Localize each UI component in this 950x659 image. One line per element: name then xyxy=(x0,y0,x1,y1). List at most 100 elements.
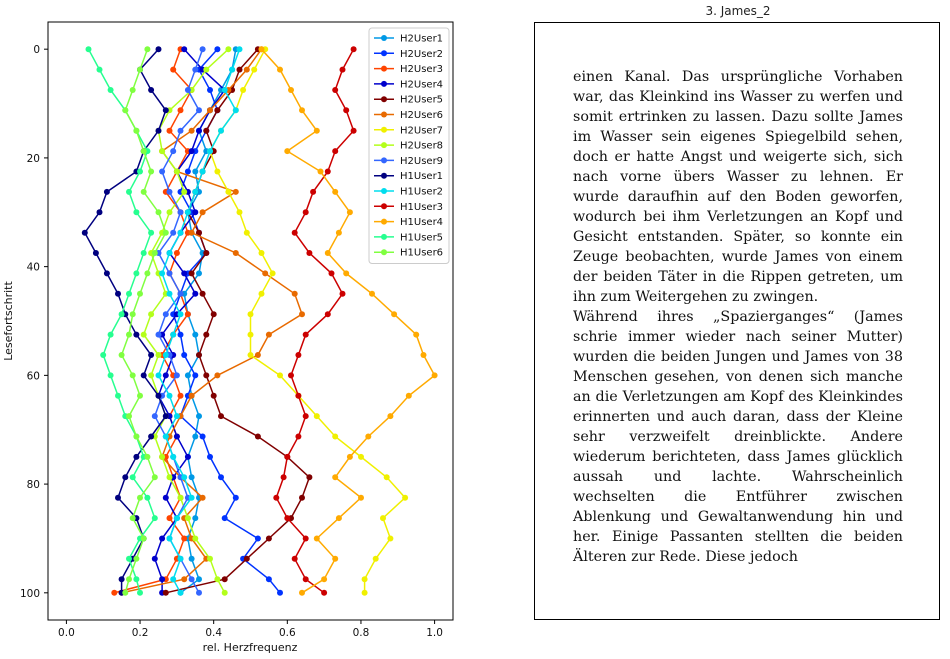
data-point xyxy=(247,352,254,358)
data-point xyxy=(170,453,177,460)
data-point xyxy=(232,250,239,256)
data-point xyxy=(103,270,110,277)
data-point xyxy=(302,413,309,420)
legend-entry: H1User6 xyxy=(374,248,443,259)
data-point xyxy=(140,250,147,256)
data-point xyxy=(177,107,184,114)
series-line xyxy=(87,48,156,593)
data-point xyxy=(188,555,195,562)
data-point xyxy=(92,250,99,256)
data-point xyxy=(339,66,346,73)
data-point xyxy=(162,107,169,114)
legend-label: H2User6 xyxy=(400,110,443,121)
data-point xyxy=(140,331,147,338)
legend-marker xyxy=(381,172,387,179)
data-point xyxy=(173,250,180,256)
data-point xyxy=(232,494,239,501)
data-point xyxy=(184,453,191,460)
x-tick-label: 0.6 xyxy=(279,627,296,639)
x-tick-label: 0.4 xyxy=(205,627,222,639)
data-point xyxy=(196,413,202,420)
data-point xyxy=(170,331,177,338)
data-point xyxy=(295,392,302,399)
data-point xyxy=(277,589,283,596)
data-point xyxy=(221,576,228,583)
data-point xyxy=(166,474,173,481)
data-point xyxy=(210,392,217,399)
data-point xyxy=(170,66,177,73)
data-point xyxy=(188,576,195,583)
data-point xyxy=(277,66,283,73)
data-point xyxy=(199,494,206,501)
data-point xyxy=(126,576,132,583)
data-point xyxy=(346,209,353,216)
x-axis-ticks: 0.0 0.2 0.4 0.6 0.8 1.0 xyxy=(58,620,443,639)
data-point xyxy=(225,188,232,195)
data-point xyxy=(166,392,173,399)
y-tick-label: 40 xyxy=(27,262,40,274)
data-point xyxy=(203,66,210,73)
data-point xyxy=(148,352,155,358)
data-point xyxy=(177,392,184,399)
data-point xyxy=(144,494,151,501)
legend-label: H1User3 xyxy=(400,202,443,213)
data-point xyxy=(173,168,180,175)
legend-marker xyxy=(381,249,387,256)
data-point xyxy=(358,494,364,501)
data-point xyxy=(107,87,114,93)
data-point xyxy=(155,372,162,379)
data-point xyxy=(262,270,269,277)
data-point xyxy=(210,311,217,318)
data-point xyxy=(380,515,386,522)
data-point xyxy=(273,494,280,501)
data-point xyxy=(288,87,294,93)
data-point xyxy=(177,229,184,236)
series-line xyxy=(260,48,436,594)
data-point xyxy=(299,107,305,114)
series-line xyxy=(114,48,193,594)
data-point xyxy=(133,127,140,134)
data-point xyxy=(177,290,184,297)
data-point xyxy=(181,46,188,53)
legend-label: H2User3 xyxy=(400,64,443,75)
data-point xyxy=(346,453,353,460)
legend-marker xyxy=(381,65,387,72)
data-point xyxy=(129,515,136,522)
data-point xyxy=(310,188,317,195)
data-point xyxy=(324,311,331,318)
data-point xyxy=(214,107,221,114)
data-point xyxy=(254,535,261,542)
data-point xyxy=(313,413,320,420)
data-point xyxy=(122,474,129,481)
data-point xyxy=(140,148,147,155)
data-point xyxy=(207,87,213,93)
legend-entry: H2User7 xyxy=(374,125,443,136)
data-point xyxy=(184,209,191,216)
series-line xyxy=(83,48,167,593)
data-point xyxy=(207,555,213,562)
data-point xyxy=(122,589,129,596)
data-point xyxy=(229,66,236,73)
legend-entry: H1User3 xyxy=(374,202,443,213)
data-point xyxy=(140,372,147,379)
data-point xyxy=(361,576,368,583)
data-point xyxy=(144,270,151,277)
data-point xyxy=(207,148,213,155)
data-point xyxy=(181,535,188,542)
data-point xyxy=(166,250,173,256)
data-point xyxy=(214,372,221,379)
data-point xyxy=(243,66,250,73)
data-point xyxy=(317,168,324,175)
data-point xyxy=(214,168,221,175)
data-point xyxy=(107,331,114,338)
y-tick-label: 100 xyxy=(20,588,40,600)
data-point xyxy=(214,576,221,583)
data-point xyxy=(214,46,221,53)
series-line xyxy=(120,48,167,593)
data-point xyxy=(302,535,309,542)
legend-entry: H1User1 xyxy=(374,171,443,182)
data-point xyxy=(332,555,339,562)
legend-marker xyxy=(381,203,387,210)
data-point xyxy=(177,127,184,134)
data-point xyxy=(335,229,342,236)
